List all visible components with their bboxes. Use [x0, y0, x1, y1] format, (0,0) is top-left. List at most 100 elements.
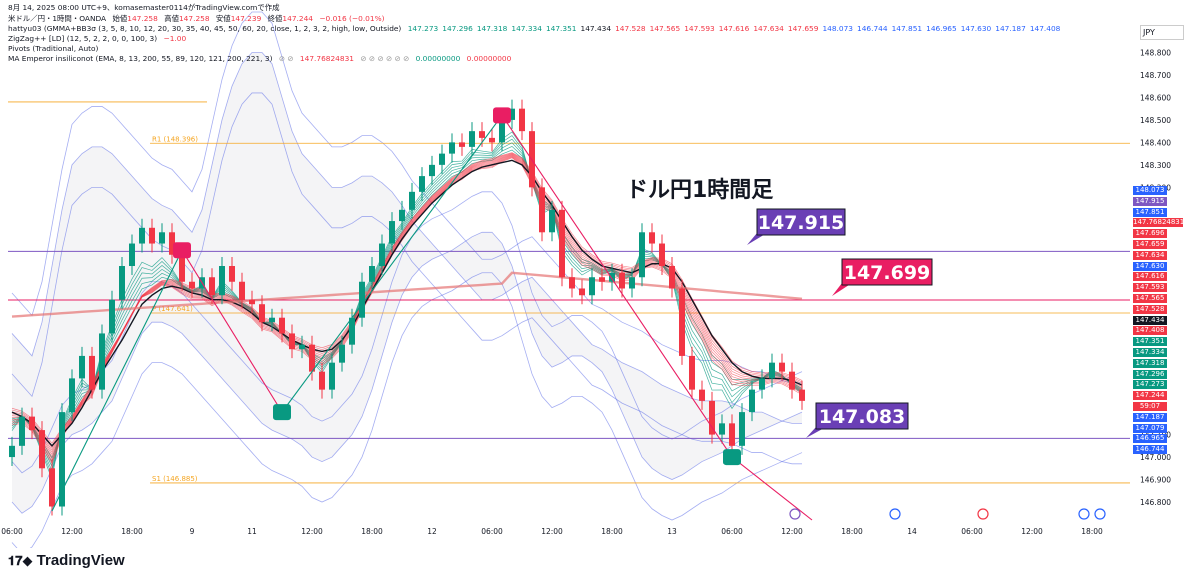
candle: [749, 380, 755, 422]
candle: [349, 308, 355, 354]
price-badge: 148.073: [1133, 186, 1167, 195]
candle: [239, 272, 245, 309]
flag-icon: [1078, 508, 1090, 520]
y-tick-label: 148.800: [1140, 48, 1171, 57]
price-badge: 147.528: [1133, 304, 1167, 314]
candle-body: [429, 164, 435, 177]
x-tick-label: 18:00: [361, 527, 383, 536]
indicator-ma-emperor-line[interactable]: MA Emperor insiliconot (EMA, 8, 13, 200,…: [8, 54, 511, 64]
candle-body: [409, 191, 415, 210]
tradingview-logo-icon: 𝟏𝟕◆: [8, 553, 33, 568]
price-badge: 147.915: [1133, 196, 1167, 206]
candle: [609, 263, 615, 291]
bb-upper-line: [11, 11, 802, 384]
candle-body: [679, 288, 685, 356]
x-tick-label: 12:00: [541, 527, 563, 536]
currency-label[interactable]: JPY: [1140, 25, 1184, 40]
candle: [89, 346, 95, 399]
candle-body: [29, 416, 35, 431]
gmma-value-blue: 147.408: [1029, 24, 1061, 33]
candle: [789, 362, 795, 399]
symbol-name[interactable]: 米ドル／円・1時間・OANDA: [8, 14, 107, 23]
candle: [429, 155, 435, 186]
tradingview-logo[interactable]: 𝟏𝟕◆ TradingView: [8, 552, 125, 569]
price-badge: 147.616: [1133, 272, 1167, 282]
candle: [269, 308, 275, 332]
indicator-gmma-values: 147.273 147.296 147.318 147.334 147.351 147.4…: [404, 24, 1061, 33]
candle: [689, 346, 695, 399]
candle: [769, 353, 775, 388]
candle: [449, 133, 455, 163]
high-label: 高値: [164, 14, 179, 23]
indicator-zigzag-line[interactable]: ZigZag++ [LD] (12, 5, 2, 2, 0, 0, 100, 3…: [8, 34, 186, 44]
candle: [739, 403, 745, 455]
gmma-value-blue: 147.851: [891, 24, 923, 33]
indicator-gmma-line[interactable]: hattyu03 (GMMA+BB3σ (3, 5, 8, 10, 12, 20…: [8, 24, 1060, 34]
candle: [619, 263, 625, 298]
open-label: 始値: [112, 14, 128, 23]
candle-body: [519, 108, 525, 132]
candle: [359, 272, 365, 327]
candle: [59, 403, 65, 516]
candle-body: [779, 362, 785, 372]
candle: [729, 414, 735, 455]
candle-body: [79, 355, 85, 379]
indicator-pivots-line[interactable]: Pivots (Traditional, Auto): [8, 44, 98, 54]
price-badge: 147.079: [1133, 423, 1167, 433]
gmma-value-green: 147.273: [407, 24, 439, 33]
candle-body: [19, 416, 25, 446]
candle: [119, 257, 125, 309]
candle-body: [549, 209, 555, 233]
price-badge: 147.659: [1133, 240, 1167, 249]
candle-body: [769, 362, 775, 379]
candle-body: [799, 389, 805, 401]
y-tick-label: 148.500: [1140, 116, 1171, 125]
candle: [279, 308, 285, 343]
zigzag-segment: [181, 249, 283, 413]
indicator-ma-emperor-value-3: 0.00000000: [466, 54, 512, 63]
candle-body: [189, 281, 195, 289]
candle-body: [619, 272, 625, 289]
gmma-value-green: 147.318: [476, 24, 508, 33]
gmma-value-blue: 147.187: [995, 24, 1026, 33]
price-badge: 147.273: [1133, 380, 1167, 390]
pivot-label: S1 (146.885): [152, 475, 198, 483]
candle: [79, 346, 85, 388]
candle: [309, 335, 315, 381]
indicator-zigzag-name: ZigZag++ [LD] (12, 5, 2, 2, 0, 0, 100, 3…: [8, 34, 158, 43]
candle: [289, 324, 295, 359]
candle-body: [279, 317, 285, 334]
price-chart[interactable]: R1 (148.396) P (147.641) S1 (146.885) 148.…: [0, 0, 1200, 548]
price-badge: 59:07: [1133, 402, 1167, 411]
callout-147083: [815, 402, 909, 430]
high-value: 147.258: [178, 14, 210, 23]
gmma-value-red: 147.528: [615, 24, 646, 33]
candle: [509, 99, 515, 129]
flag-icon: [889, 508, 901, 520]
y-tick-label: 148.600: [1140, 93, 1171, 102]
x-tick-label: 12:00: [61, 527, 83, 536]
candle-body: [49, 468, 55, 507]
x-tick-label: 18:00: [841, 527, 863, 536]
candle-body: [669, 266, 675, 289]
indicator-ma-emperor-value: 147.76824831: [299, 54, 354, 63]
gmma-value-green: 147.351: [545, 24, 577, 33]
candle: [569, 268, 575, 298]
bb-lower-line: [11, 272, 803, 548]
candle: [699, 380, 705, 410]
price-badge: 147.696: [1133, 229, 1167, 239]
candle: [29, 407, 35, 440]
gmma-value-blue: 146.965: [926, 24, 957, 33]
candle-body: [369, 266, 375, 282]
candle-body: [739, 412, 745, 446]
callout-147083-tail: [806, 427, 826, 438]
candle: [579, 279, 585, 305]
candle: [9, 436, 15, 467]
y-tick-label: 148.400: [1140, 138, 1171, 147]
candle-body: [399, 209, 405, 222]
candle-body: [239, 281, 245, 300]
candle-body: [259, 304, 265, 323]
pivot-label: P (147.641): [152, 305, 193, 313]
candle-body: [69, 378, 75, 413]
candle-body: [99, 333, 105, 390]
